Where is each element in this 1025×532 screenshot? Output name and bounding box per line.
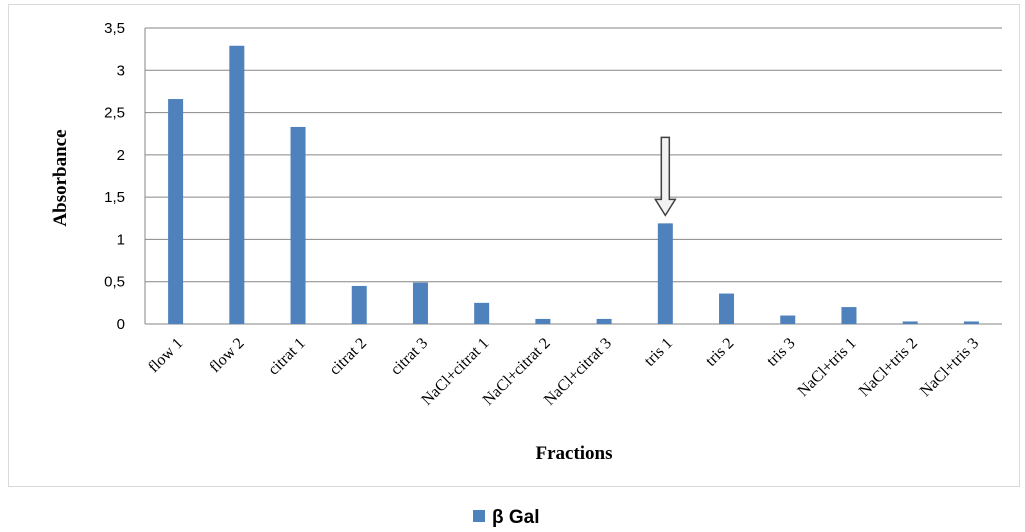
bar	[290, 126, 306, 324]
y-tick-label: 1,5	[104, 189, 125, 206]
y-tick-label: 3	[117, 62, 125, 79]
x-tick-label: NaCl+tris 1	[795, 335, 860, 400]
bar	[841, 307, 857, 324]
bar	[351, 285, 367, 324]
down-arrow-icon	[653, 136, 677, 217]
bar	[535, 318, 551, 324]
x-tick-label: flow 1	[145, 335, 186, 376]
x-tick-label: NaCl+tris 2	[856, 335, 921, 400]
bar	[168, 99, 184, 324]
legend-swatch	[473, 510, 485, 522]
x-axis-title: Fractions	[535, 443, 612, 464]
y-tick-label: 0,5	[104, 274, 125, 291]
y-tick-label: 3,5	[104, 20, 125, 37]
bar	[474, 302, 490, 324]
chart-frame	[8, 4, 1020, 487]
y-axis-title: Absorbance	[50, 129, 71, 226]
x-tick-label: tris 3	[764, 335, 799, 370]
x-tick-label: citrat 1	[265, 335, 309, 379]
x-tick-label: citrat 2	[326, 335, 370, 379]
bar	[657, 223, 673, 324]
gridlines	[144, 27, 1002, 325]
x-tick-label: tris 2	[702, 335, 737, 370]
y-tick-label: 2,5	[104, 105, 125, 122]
bar	[902, 321, 918, 324]
bar	[780, 315, 796, 324]
arrow-annotation	[653, 136, 677, 217]
y-tick-label: 1	[117, 231, 125, 248]
bar	[963, 321, 979, 324]
x-tick-label: tris 1	[641, 335, 676, 370]
x-tick-labels: flow 1 flow 2 citrat 1 citrat 2 citrat 3 NaCl…	[145, 335, 982, 409]
legend-label: β Gal	[492, 507, 540, 528]
bar	[596, 318, 612, 324]
bar	[229, 45, 245, 324]
bar	[719, 293, 735, 324]
x-tick-label: citrat 3	[388, 335, 432, 379]
x-tick-label: flow 2	[206, 335, 247, 376]
x-tick-label: NaCl+tris 3	[917, 335, 982, 400]
y-tick-label: 0	[117, 316, 125, 333]
y-tick-label: 2	[117, 147, 125, 164]
bars	[168, 45, 979, 324]
bar	[412, 282, 428, 324]
y-tick-labels: 0 0,5 1 1,5 2 2,5 3 3,5	[104, 20, 125, 333]
legend: β Gal	[473, 507, 540, 528]
